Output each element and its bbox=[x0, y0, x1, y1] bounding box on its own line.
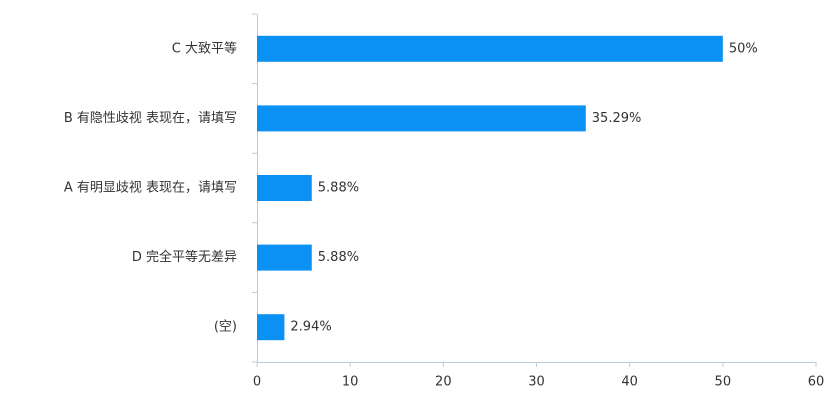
x-tick-label: 60 bbox=[808, 375, 825, 390]
y-tick-label: A 有明显歧视 表现在，请填写 bbox=[64, 181, 237, 196]
value-label: 50% bbox=[729, 41, 758, 56]
value-label: 35.29% bbox=[592, 111, 642, 126]
x-tick-label: 10 bbox=[342, 375, 359, 390]
y-tick-label: B 有隐性歧视 表现在，请填写 bbox=[64, 111, 237, 126]
value-label: 2.94% bbox=[290, 320, 331, 335]
value-label: 5.88% bbox=[318, 181, 359, 196]
y-tick-label: (空) bbox=[214, 320, 237, 335]
value-label: 5.88% bbox=[318, 250, 359, 265]
bar bbox=[257, 314, 285, 341]
x-tick-label: 40 bbox=[621, 375, 638, 390]
x-tick-label: 0 bbox=[253, 375, 261, 390]
x-tick-label: 50 bbox=[715, 375, 732, 390]
y-tick-label: D 完全平等无差异 bbox=[132, 249, 237, 265]
bar bbox=[257, 35, 723, 62]
bar bbox=[257, 175, 312, 201]
y-tick-label: C 大致平等 bbox=[172, 40, 237, 56]
x-tick-label: 20 bbox=[435, 375, 452, 390]
bar bbox=[257, 244, 312, 271]
bar bbox=[257, 105, 586, 132]
x-tick-label: 30 bbox=[528, 375, 545, 390]
